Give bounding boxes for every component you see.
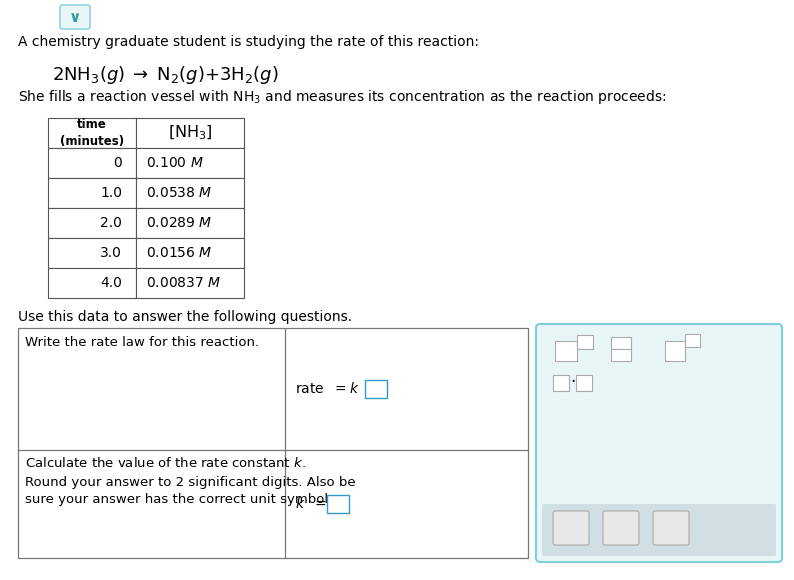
Bar <box>48 148 136 178</box>
Text: Round your answer to 2 significant digits. Also be: Round your answer to 2 significant digit… <box>25 476 356 489</box>
Text: ∨: ∨ <box>69 9 81 24</box>
Text: 0.0538 $\mathit{M}$: 0.0538 $\mathit{M}$ <box>146 186 213 200</box>
Text: x10: x10 <box>578 338 592 346</box>
FancyBboxPatch shape <box>553 375 569 391</box>
Bar <box>136 208 244 238</box>
Text: 0.00837 $\mathit{M}$: 0.00837 $\mathit{M}$ <box>146 276 222 290</box>
Text: Write the rate law for this reaction.: Write the rate law for this reaction. <box>25 336 259 349</box>
Text: ·: · <box>570 373 576 391</box>
Bar <box>327 495 349 513</box>
FancyBboxPatch shape <box>577 335 593 349</box>
Text: She fills a reaction vessel with $\mathrm{NH_3}$ and measures its concentration : She fills a reaction vessel with $\mathr… <box>18 88 666 106</box>
FancyBboxPatch shape <box>555 341 577 361</box>
Text: 0.0289 $\mathit{M}$: 0.0289 $\mathit{M}$ <box>146 216 213 230</box>
FancyBboxPatch shape <box>603 511 639 545</box>
FancyBboxPatch shape <box>665 341 685 361</box>
FancyBboxPatch shape <box>685 334 700 347</box>
Bar <box>365 380 387 398</box>
Text: $\mathregular{2NH_3}$$(g)$$\;\rightarrow\;$$\mathregular{N_2}$$(g)$$+3\mathregul: $\mathregular{2NH_3}$$(g)$$\;\rightarrow… <box>52 64 279 86</box>
Bar <box>136 268 244 298</box>
FancyBboxPatch shape <box>542 504 776 556</box>
Text: 0.100 $\mathit{M}$: 0.100 $\mathit{M}$ <box>146 156 204 170</box>
FancyBboxPatch shape <box>576 375 592 391</box>
FancyBboxPatch shape <box>611 337 631 349</box>
Text: 4.0: 4.0 <box>100 276 122 290</box>
Text: rate  $= k$: rate $= k$ <box>295 382 364 397</box>
Bar <box>136 148 244 178</box>
Bar <box>48 268 136 298</box>
Bar <box>48 208 136 238</box>
Text: A chemistry graduate student is studying the rate of this reaction:: A chemistry graduate student is studying… <box>18 35 479 49</box>
Text: time
(minutes): time (minutes) <box>60 118 124 148</box>
Text: $k$  $=$: $k$ $=$ <box>295 496 335 512</box>
FancyBboxPatch shape <box>60 5 90 29</box>
FancyBboxPatch shape <box>611 349 631 361</box>
Bar <box>48 238 136 268</box>
Text: ?: ? <box>666 519 676 538</box>
Text: 0: 0 <box>114 156 122 170</box>
Text: $\left[\mathrm{NH_3}\right]$: $\left[\mathrm{NH_3}\right]$ <box>168 124 213 142</box>
Text: sure your answer has the correct unit symbol.: sure your answer has the correct unit sy… <box>25 493 332 506</box>
Text: ×: × <box>561 518 580 538</box>
Bar <box>136 178 244 208</box>
Text: 2.0: 2.0 <box>100 216 122 230</box>
FancyBboxPatch shape <box>553 511 589 545</box>
Text: 3.0: 3.0 <box>100 246 122 260</box>
FancyBboxPatch shape <box>536 324 782 562</box>
Text: Use this data to answer the following questions.: Use this data to answer the following qu… <box>18 310 352 324</box>
FancyBboxPatch shape <box>653 511 689 545</box>
Text: 1.0: 1.0 <box>100 186 122 200</box>
Bar <box>136 238 244 268</box>
Bar <box>48 118 136 148</box>
Bar <box>136 118 244 148</box>
Text: ↺: ↺ <box>611 518 630 538</box>
Text: Calculate the value of the rate constant $k$.: Calculate the value of the rate constant… <box>25 456 306 470</box>
Bar <box>48 178 136 208</box>
Bar <box>18 328 528 558</box>
Text: 0.0156 $\mathit{M}$: 0.0156 $\mathit{M}$ <box>146 246 213 260</box>
